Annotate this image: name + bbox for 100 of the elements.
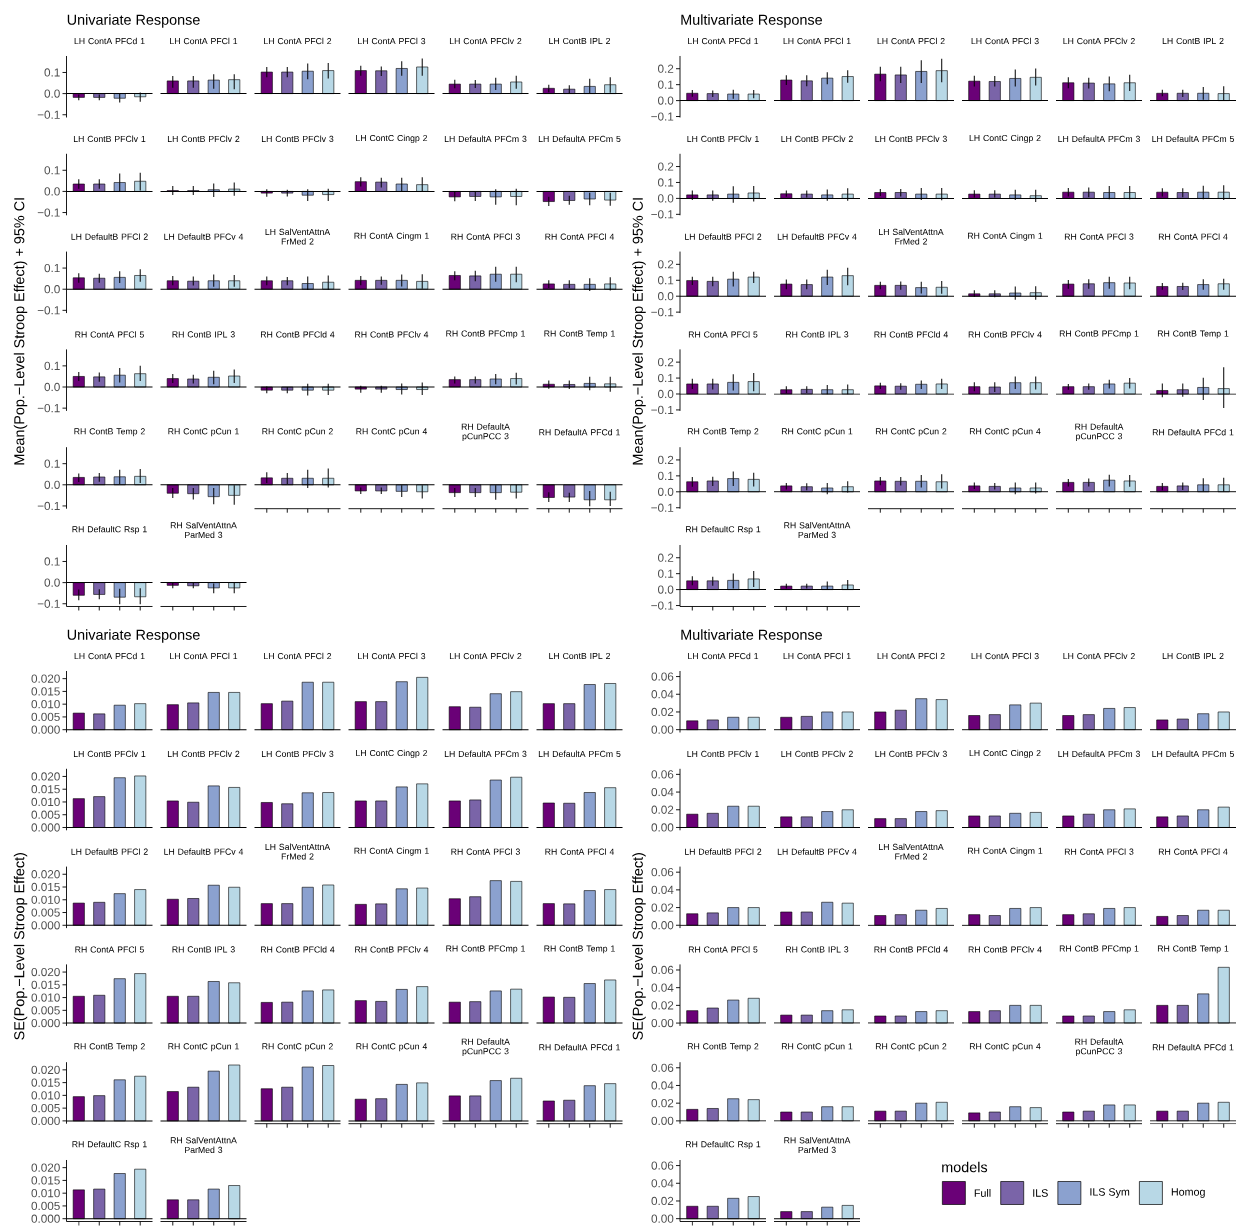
x-tick-label: RH ContA Cingm 1 [354,847,429,856]
x-tick-label: RH ContA PFCl 5 [688,331,758,338]
x-tick-label: RH DefaultA PFCd 1 [1152,428,1234,436]
y-tick-label: 0.04 [651,1081,674,1090]
x-tick-label: RH ContA PFCl 5 [75,331,144,338]
y-tick-label: 0.005 [31,1201,60,1211]
y-tick-label: 0.1 [658,80,674,89]
y-tick-label: 0.000 [31,1214,60,1223]
x-tick-label: LH ContC Cingp 2 [969,134,1041,143]
x-tick-label: RH ContB Temp 1 [544,330,615,339]
text: Multivariate Response [681,14,823,28]
y-tick-label: 0.005 [31,1006,60,1015]
x-tick-label: LH ContA PFCl 1 [170,37,238,45]
x-tick-label: RH ContA PFCl 5 [688,946,758,953]
x-tick-label: LH DefaultA PFCm 3 [444,135,527,142]
x-tick-label: RH DefaultA PFCd 1 [1152,1044,1234,1051]
y-tick-label: 0.06 [651,672,674,681]
y-tick-label: 0.1 [44,68,60,77]
y-tick-label: 0.010 [31,993,60,1002]
y-tick-label: 0.04 [651,885,674,895]
y-tick-label: 0.0 [658,585,674,594]
y-tick-label: 0.000 [31,725,60,734]
x-tick-label: LH ContA PFCd 1 [74,37,145,45]
x-tick-label: RH ContB PFCld 4 [874,946,948,953]
y-tick-label: 0.04 [651,1179,674,1188]
x-tick-label: LH ContA PFCl 1 [783,652,851,660]
y-tick-label: 0.1 [44,361,60,371]
y-tick-label: 0.010 [31,895,60,904]
y-tick-label: −0.1 [651,601,674,610]
x-tick-label: RH ContB PFCld 4 [874,331,948,338]
x-tick-label: LH ContB PFClv 1 [73,750,146,757]
y-tick-label: 0.0 [44,89,60,98]
x-tick-label: LH ContA PFCl 2 [877,37,945,45]
text: SE(Pop.−Level Stroop Effect) [632,853,646,1040]
legend-label: ILS [1033,1189,1048,1197]
y-tick-label: 0.020 [31,967,60,977]
x-tick-label: LH SalVentAttnA FrMed 2 [265,843,331,860]
y-tick-label: −0.1 [37,208,60,217]
x-tick-label: RH SalVentAttnA ParMed 3 [170,1137,237,1153]
x-tick-label: LH ContB IPL 2 [549,652,611,660]
x-tick-label: RH DefaultA pCunPCC 3 [461,423,510,442]
x-tick-label: RH ContC pCun 2 [262,1043,333,1052]
y-tick-label: 0.1 [44,459,60,468]
y-tick-label: 0.0 [658,96,674,105]
x-tick-label: RH ContC pCun 1 [168,1043,239,1052]
x-tick-label: LH DefaultA PFCm 5 [1152,750,1234,757]
y-tick-label: 0.1 [658,276,674,285]
y-tick-label: 0.06 [651,770,674,779]
y-tick-label: 0.00 [651,921,674,930]
y-tick-label: 0.0 [658,194,674,203]
text: Univariate Response [67,629,200,643]
y-tick-label: 0.0 [44,578,60,587]
x-tick-label: RH ContB IPL 3 [172,331,235,338]
x-tick-label: RH ContC pCun 1 [168,428,239,437]
x-tick-label: LH ContA PFClv 2 [449,37,522,45]
x-tick-label: LH ContC Cingp 2 [969,749,1041,758]
y-tick-label: −0.1 [37,110,60,119]
x-tick-label: RH ContC pCun 2 [875,428,947,437]
x-tick-label: RH ContA Cingm 1 [354,232,429,241]
x-tick-label: LH DefaultB PFCv 4 [164,233,244,240]
y-tick-label: 0.00 [651,1214,674,1223]
x-tick-label: RH DefaultA PFCd 1 [539,429,620,436]
y-tick-label: 0.0 [44,382,60,392]
x-tick-label: RH ContB PFClv 4 [355,946,429,953]
x-tick-label: RH SalVentAttnA ParMed 3 [784,521,851,538]
x-tick-label: LH ContB PFClv 3 [261,750,334,757]
x-tick-label: LH ContA PFCl 3 [358,37,426,45]
y-tick-label: 0.005 [31,712,60,722]
x-tick-label: RH ContC pCun 4 [356,1043,428,1052]
x-tick-label: LH ContC Cingp 2 [356,749,428,758]
text: Mean(Pop.−Level Stroop Effect) + 95% CI [13,198,28,465]
y-tick-label: 0.00 [651,823,674,832]
x-tick-label: LH DefaultB PFCl 2 [71,233,148,240]
x-tick-label: RH ContB Temp 2 [74,1043,145,1052]
y-tick-label: 0.020 [31,1163,60,1172]
text: SE(Pop.−Level Stroop Effect) [13,853,28,1040]
x-tick-label: RH ContA Cingm 1 [968,232,1043,241]
y-tick-label: −0.1 [37,599,60,608]
y-tick-label: 0.020 [31,1065,60,1074]
y-tick-label: −0.1 [651,307,674,317]
x-tick-label: RH SalVentAttnA ParMed 3 [170,522,237,538]
x-tick-label: LH ContA PFCl 2 [264,652,332,660]
y-tick-label: 0.010 [31,1189,60,1198]
x-tick-label: LH ContB PFClv 3 [261,135,334,142]
y-tick-label: 0.020 [31,772,60,781]
y-tick-label: 0.1 [658,178,674,187]
x-tick-label: RH ContB Temp 1 [544,945,615,954]
y-tick-label: −0.1 [651,112,674,121]
y-tick-label: 0.2 [658,64,674,73]
x-tick-label: RH ContB Temp 2 [74,428,145,437]
x-tick-label: RH ContB PFClv 4 [968,331,1042,338]
x-tick-label: LH DefaultB PFCl 2 [685,848,762,855]
x-tick-label: RH ContB PFCmp 1 [1059,330,1139,339]
legend-title: models [942,1161,988,1173]
x-tick-label: LH ContC Cingp 2 [356,134,428,143]
x-tick-label: RH DefaultA pCunPCC 3 [1075,423,1124,442]
x-tick-label: RH ContB Temp 2 [687,428,759,437]
y-tick-label: 0.2 [658,162,674,171]
x-tick-label: LH ContB PFClv 3 [875,135,947,142]
y-tick-label: 0.02 [651,707,674,717]
